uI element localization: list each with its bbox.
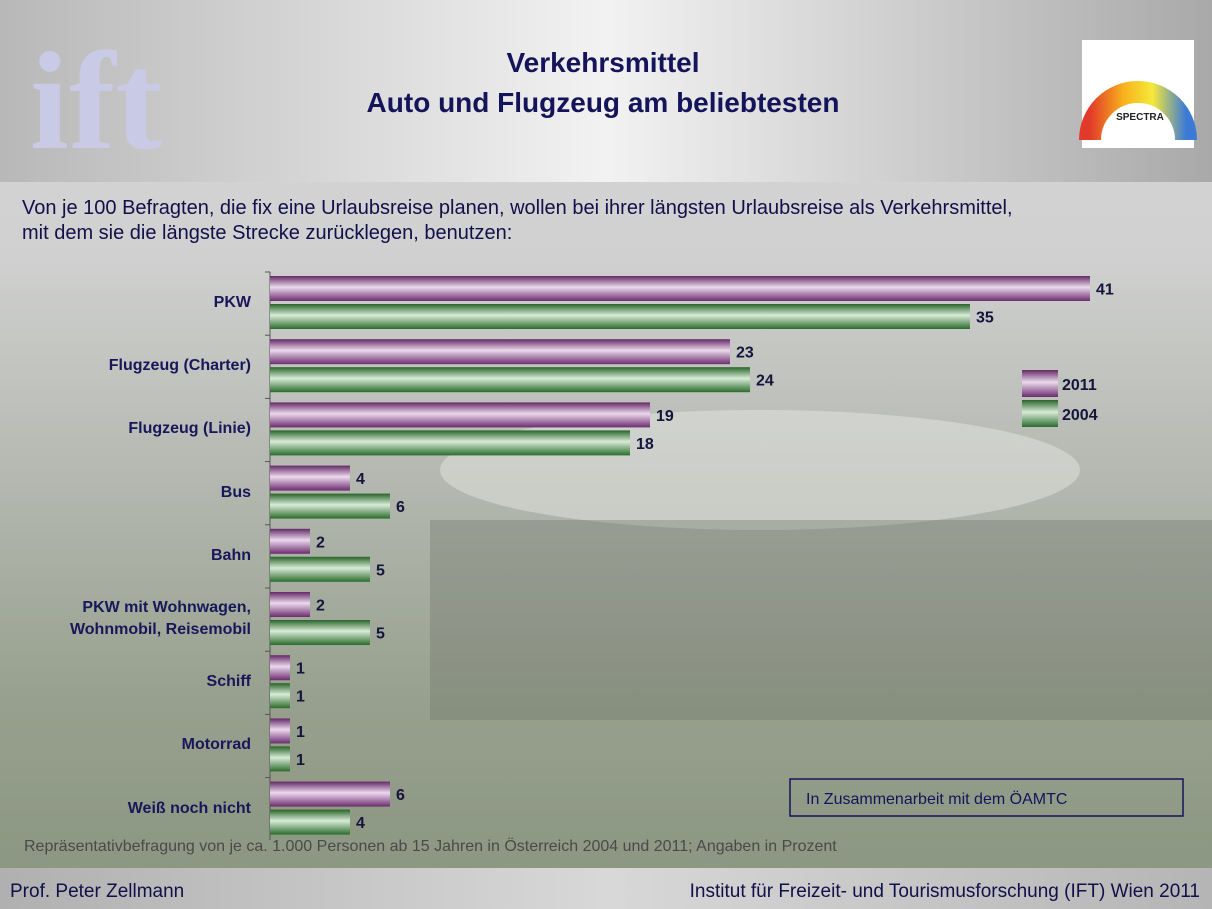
data-label: 5 (376, 626, 385, 643)
category-label: Bus (6, 482, 251, 504)
bar (270, 557, 370, 582)
bar (270, 529, 310, 554)
bar (270, 683, 290, 708)
bar (270, 339, 730, 364)
bar (270, 810, 350, 835)
category-label: Flugzeug (Linie) (6, 418, 251, 440)
bar (270, 466, 350, 491)
title: Verkehrsmittel (507, 47, 700, 78)
data-label: 2 (316, 534, 325, 551)
bar (270, 430, 630, 455)
data-label: 23 (736, 345, 754, 362)
category-label: Flugzeug (Charter) (6, 355, 251, 377)
footer-right: Institut für Freizeit- und Tourismusfors… (690, 881, 1200, 902)
data-label: 1 (296, 752, 305, 769)
slide: ift SPECTRA Verkehrsmittel Auto und Flug… (0, 0, 1212, 909)
category-label: PKW (6, 292, 251, 314)
description-line: mit dem sie die längste Strecke zurückle… (22, 222, 512, 244)
bar (270, 655, 290, 680)
steam (440, 410, 1080, 530)
legend-label: 2004 (1062, 407, 1098, 424)
data-label: 1 (296, 689, 305, 706)
description-line: Von je 100 Befragten, die fix eine Urlau… (22, 197, 1013, 219)
bar (270, 304, 970, 329)
footer-left: Prof. Peter Zellmann (10, 881, 184, 902)
category-label: Schiff (6, 671, 251, 693)
bar (270, 276, 1090, 301)
data-label: 4 (356, 471, 365, 488)
data-label: 41 (1096, 282, 1114, 299)
bar (270, 494, 390, 519)
data-label: 1 (296, 724, 305, 741)
category-label: Bahn (6, 545, 251, 567)
data-label: 19 (656, 408, 674, 425)
note-text: In Zusammenarbeit mit dem ÖAMTC (806, 790, 1067, 808)
subtitle: Auto und Flugzeug am beliebtesten (367, 87, 840, 118)
data-label: 6 (396, 499, 405, 516)
chart: ift SPECTRA Verkehrsmittel Auto und Flug… (0, 0, 1212, 909)
data-label: 5 (376, 562, 385, 579)
bar (270, 402, 650, 427)
data-label: 6 (396, 787, 405, 804)
legend-swatch (1022, 370, 1058, 397)
logo-left: ift (30, 24, 162, 179)
bar (270, 718, 290, 743)
data-label: 4 (356, 815, 365, 832)
bar (270, 620, 370, 645)
category-label: Motorrad (6, 734, 251, 756)
bar (270, 746, 290, 771)
legend-swatch (1022, 400, 1058, 427)
data-label: 2 (316, 598, 325, 615)
data-label: 18 (636, 436, 654, 453)
footnote: Repräsentativbefragung von je ca. 1.000 … (24, 837, 837, 855)
bar (270, 782, 390, 807)
logo-right: SPECTRA (1116, 112, 1164, 123)
bar (270, 367, 750, 392)
data-label: 35 (976, 310, 994, 327)
legend-label: 2011 (1062, 377, 1097, 394)
category-label: PKW mit Wohnwagen, Wohnmobil, Reisemobil (6, 597, 251, 641)
data-label: 1 (296, 661, 305, 678)
train-shadow (430, 520, 1212, 720)
bar (270, 592, 310, 617)
data-label: 24 (756, 373, 774, 390)
category-label: Weiß noch nicht (6, 798, 251, 820)
